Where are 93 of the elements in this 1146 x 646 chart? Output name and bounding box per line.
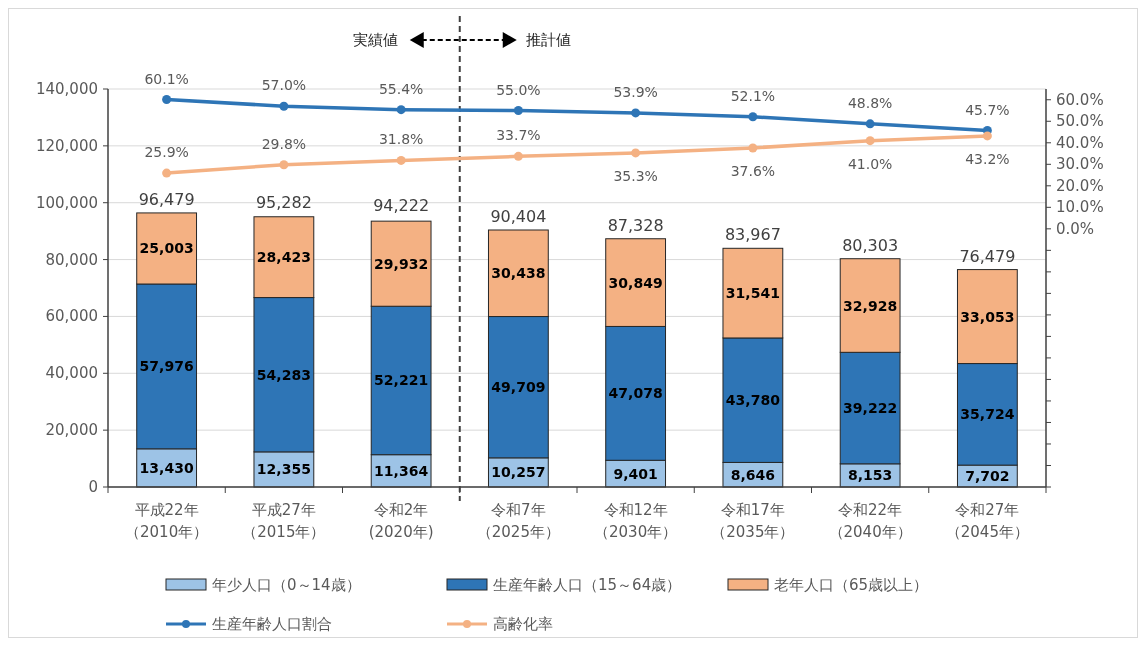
- text: 実績値: [352, 31, 398, 49]
- point: [865, 119, 875, 129]
- point: [279, 101, 289, 111]
- point: [513, 151, 523, 161]
- y-tick-label: 0: [88, 478, 98, 496]
- y2-tick-label: 0.0%: [1056, 219, 1095, 238]
- point: [748, 112, 758, 122]
- data-label: 57,976: [139, 358, 194, 375]
- data-label: 13,430: [139, 459, 194, 476]
- data-label: 55.4%: [378, 80, 424, 97]
- data-label: 29.8%: [261, 135, 307, 152]
- x-tick-label: 令和12年（2030年）: [594, 501, 678, 541]
- data-label: 35,724: [960, 406, 1015, 423]
- annotation: 80,303: [842, 235, 899, 255]
- data-label: 33.7%: [496, 127, 541, 144]
- annotation: 94,222: [373, 196, 430, 216]
- y-tick-label: 20,000: [45, 421, 98, 440]
- data-label: 43.2%: [965, 150, 1010, 167]
- legend-label: 生産年齢人口割合: [212, 615, 332, 633]
- point: [865, 136, 875, 146]
- point: [162, 95, 172, 105]
- data-label: 52,221: [374, 372, 429, 389]
- y-tick-label: 140,000: [35, 80, 98, 98]
- data-label: 31.8%: [378, 131, 424, 148]
- data-label: 25.9%: [144, 144, 189, 161]
- annotation: 90,404: [490, 206, 547, 226]
- point: [279, 160, 289, 170]
- legend-label: 生産年齢人口（15～64歳）: [493, 576, 682, 594]
- data-label: 25,003: [139, 240, 194, 257]
- x-tick-label: 令和7年（2025年）: [476, 501, 560, 541]
- data-label: 35.3%: [613, 167, 658, 184]
- text: 推計値: [525, 31, 571, 49]
- y2-tick-label: 60.0%: [1056, 90, 1104, 109]
- point: [162, 168, 172, 178]
- data-label: 55.0%: [496, 81, 541, 98]
- x-tick-label: 令和17年（2035年）: [711, 501, 795, 541]
- data-label: 37.6%: [730, 162, 776, 179]
- y-tick-label: 60,000: [45, 307, 98, 326]
- data-label: 28,423: [256, 249, 311, 266]
- data-label: 41.0%: [847, 155, 893, 172]
- data-label: 31,541: [725, 285, 780, 302]
- data-label: 48.8%: [847, 94, 893, 111]
- data-label: 10,257: [491, 464, 546, 481]
- x-tick-label: 平成22年（2010年）: [125, 501, 209, 541]
- point: [396, 155, 406, 165]
- data-label: 33,053: [960, 308, 1015, 325]
- y-tick-label: 100,000: [35, 193, 98, 212]
- y-tick-label: 40,000: [45, 364, 98, 383]
- point: [631, 108, 641, 118]
- data-label: 54,283: [256, 366, 311, 383]
- data-label: 12,355: [256, 461, 311, 478]
- data-label: 8,646: [730, 466, 776, 483]
- legend-label: 年少人口（0～14歳）: [212, 576, 361, 594]
- x-tick-label: 令和22年（2040年）: [828, 501, 912, 541]
- data-label: 30,438: [491, 265, 546, 282]
- y-tick-label: 80,000: [45, 250, 98, 269]
- legend-label: 高齢化率: [493, 615, 553, 633]
- x-tick-label: 令和27年（2045年）: [945, 501, 1029, 541]
- legend-label: 老年人口（65歳以上）: [774, 576, 929, 594]
- point: [982, 131, 992, 141]
- point: [748, 143, 758, 153]
- data-label: 32,928: [843, 297, 898, 314]
- data-label: 45.7%: [965, 101, 1010, 118]
- data-label: 52.1%: [730, 87, 776, 104]
- annotation: 95,282: [255, 193, 312, 213]
- data-label: 29,932: [374, 255, 429, 272]
- data-label: 47,078: [608, 385, 663, 402]
- x-tick-label: 平成27年（2015年）: [242, 501, 326, 541]
- y2-tick-label: 40.0%: [1056, 133, 1104, 152]
- y2-tick-label: 50.0%: [1056, 112, 1104, 131]
- annotation: 76,479: [959, 246, 1016, 266]
- data-label: 8,153: [847, 467, 893, 484]
- point: [396, 105, 406, 115]
- data-label: 39,222: [843, 400, 898, 417]
- point: [513, 106, 523, 116]
- annotation: 83,967: [724, 225, 781, 245]
- y-tick-label: 120,000: [35, 136, 98, 155]
- y2-tick-label: 20.0%: [1056, 176, 1104, 195]
- data-label: 9,401: [613, 465, 658, 482]
- annotation: 96,479: [138, 189, 195, 209]
- data-label: 57.0%: [261, 77, 307, 94]
- data-label: 11,364: [374, 462, 429, 479]
- y2-tick-label: 30.0%: [1056, 155, 1104, 174]
- data-label: 7,702: [965, 468, 1010, 485]
- data-label: 49,709: [491, 379, 546, 396]
- annotation: 87,328: [607, 215, 664, 235]
- data-label: 43,780: [725, 392, 781, 409]
- data-label: 60.1%: [144, 70, 189, 87]
- point: [631, 148, 641, 158]
- data-label: 30,849: [608, 274, 663, 291]
- data-label: 53.9%: [613, 83, 658, 100]
- x-tick-label: 令和2年(2020年): [368, 501, 434, 541]
- y2-tick-label: 10.0%: [1056, 198, 1104, 217]
